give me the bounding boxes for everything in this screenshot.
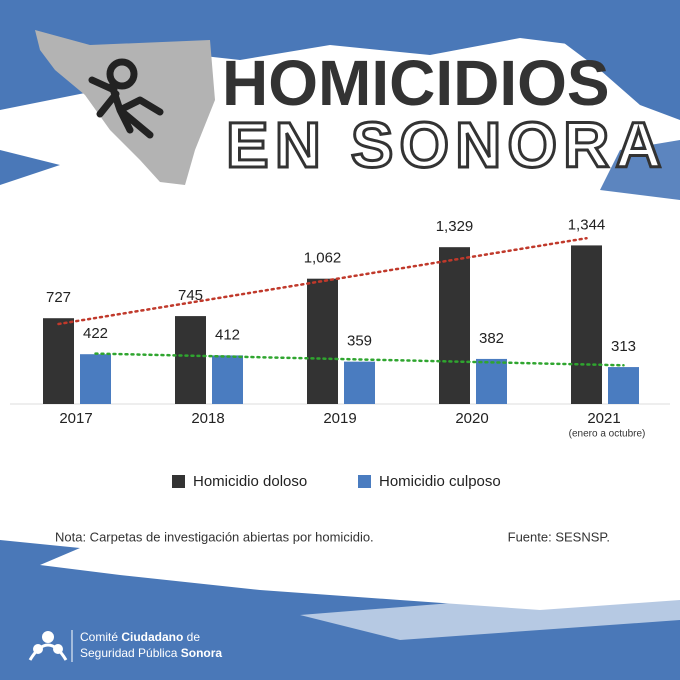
logo-text: Sonora bbox=[181, 646, 223, 660]
bar bbox=[43, 318, 74, 404]
legend-label: Homicidio doloso bbox=[193, 473, 307, 490]
value-label: 422 bbox=[83, 325, 108, 342]
logo-text: Seguridad Pública bbox=[80, 646, 181, 660]
bar bbox=[80, 354, 111, 404]
logo-text: Seguridad Pública Sonora bbox=[80, 646, 222, 660]
bar bbox=[212, 355, 243, 404]
trend-line bbox=[57, 236, 588, 326]
bar bbox=[307, 278, 338, 404]
trend-line bbox=[94, 352, 625, 367]
bottom-brush bbox=[0, 540, 680, 680]
title: HOMICIDIOS bbox=[222, 47, 610, 119]
logo-text: Ciudadano bbox=[121, 630, 183, 644]
logo-text: Comité Ciudadano de bbox=[80, 630, 200, 644]
legend-swatch bbox=[172, 475, 185, 488]
body-icon bbox=[88, 58, 164, 139]
value-label: 359 bbox=[347, 333, 372, 350]
logo-text: de bbox=[183, 630, 200, 644]
note: Nota: Carpetas de investigación abiertas… bbox=[55, 529, 374, 544]
x-tick-label: 2018 bbox=[191, 410, 224, 427]
logo: Comité Ciudadano de Seguridad Pública So… bbox=[28, 630, 222, 662]
bar bbox=[608, 367, 639, 404]
x-tick-note: (enero a octubre) bbox=[569, 429, 646, 440]
bar bbox=[476, 358, 507, 404]
value-label: 727 bbox=[46, 289, 71, 306]
x-tick-label: 2020 bbox=[455, 410, 488, 427]
value-label: 745 bbox=[178, 287, 203, 304]
value-label: 1,062 bbox=[304, 250, 342, 267]
legend-label: Homicidio culposo bbox=[379, 473, 501, 490]
value-label: 412 bbox=[215, 326, 240, 343]
x-tick-label: 2019 bbox=[323, 410, 356, 427]
logo-text: Comité bbox=[80, 630, 121, 644]
source: Fuente: SESNSP. bbox=[508, 529, 610, 544]
value-label: 1,329 bbox=[436, 218, 474, 235]
value-label: 382 bbox=[479, 330, 504, 347]
bar bbox=[175, 316, 206, 404]
x-tick-label: 2017 bbox=[59, 410, 92, 427]
bar bbox=[344, 361, 375, 404]
legend-swatch bbox=[358, 475, 371, 488]
bar bbox=[571, 245, 602, 404]
bar bbox=[439, 247, 470, 404]
plot: 2017 2018 2019 2020 2021 (enero a octubre) 727… bbox=[43, 216, 645, 490]
value-label: 313 bbox=[611, 338, 636, 355]
subtitle: EN SONORA bbox=[226, 109, 668, 181]
x-tick-label: 2021 bbox=[587, 410, 620, 427]
value-label: 1,344 bbox=[568, 216, 606, 233]
